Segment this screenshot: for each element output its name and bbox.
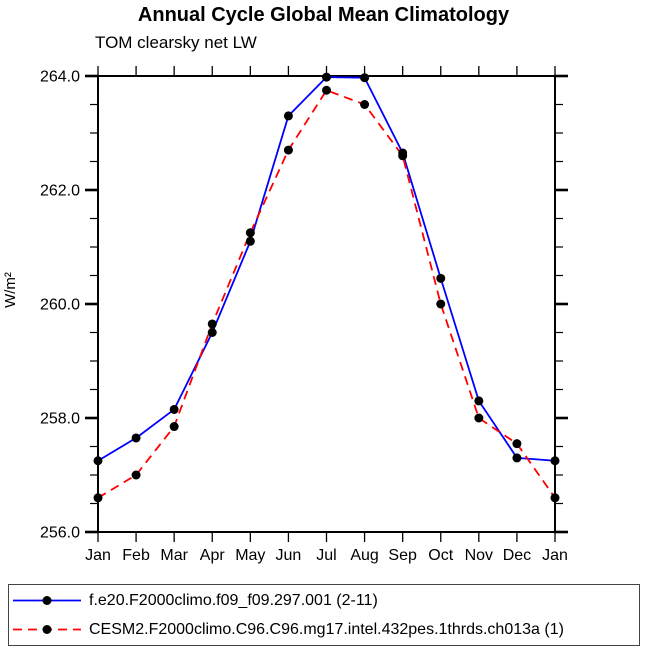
svg-text:258.0: 258.0 [40,411,80,428]
legend-marker-dot [42,625,52,634]
series-line-0 [97,76,556,462]
chart-title: Annual Cycle Global Mean Climatology [137,4,510,26]
data-point [169,404,179,414]
svg-text:Mar: Mar [160,547,188,564]
svg-text:Feb: Feb [122,547,150,564]
data-point [436,273,446,283]
svg-text:260.0: 260.0 [40,297,80,314]
svg-text:Oct: Oct [428,547,453,564]
svg-text:Jun: Jun [276,547,302,564]
data-point [245,228,255,238]
data-point [245,236,255,246]
data-point [131,470,141,480]
y-axis-ticks [85,74,568,534]
x-axis-ticks [97,66,556,542]
data-point [207,319,217,329]
x-tick-labels: Jan Feb Mar Apr May Jun Jul Aug Sep Oct Nov Dec Jan [85,547,568,564]
data-point [283,111,293,121]
svg-text:Sep: Sep [388,547,417,564]
svg-text:Apr: Apr [200,547,226,564]
data-point [550,456,560,466]
plot-area: 256.0 258.0 260.0 262.0 264.0 Jan Feb Mar Apr May… [40,66,568,564]
data-point [322,72,331,82]
legend-label-series-2: CESM2.F2000climo.C96.C96.mg17.intel.432p… [89,620,564,638]
data-point [436,299,446,309]
data-point [474,413,484,423]
svg-text:Aug: Aug [350,547,378,564]
svg-text:262.0: 262.0 [40,183,80,200]
chart-subtitle: TOM clearsky net LW [95,33,257,52]
data-point [512,439,522,449]
legend-marker-dot [42,596,52,605]
series-markers-0 [93,72,560,466]
data-point [360,100,370,109]
y-tick-labels: 256.0 258.0 260.0 262.0 264.0 [40,69,80,542]
data-point [322,85,331,95]
legend-box: f.e20.F2000climo.f09_f09.297.001 (2-11) … [8,584,640,646]
data-point [207,328,217,337]
svg-text:264.0: 264.0 [40,69,80,86]
svg-text:Jan: Jan [85,547,111,564]
data-point [360,73,370,83]
svg-text:Nov: Nov [465,547,493,564]
legend-line-sample-blue-solid [13,596,81,605]
legend-label-series-1: f.e20.F2000climo.f09_f09.297.001 (2-11) [89,591,378,609]
data-point [512,453,522,463]
series-line-1 [97,89,556,499]
legend-line-sample-red-dashed [13,625,81,634]
legend-entry-2: CESM2.F2000climo.C96.C96.mg17.intel.432p… [9,615,639,644]
data-point [474,396,484,406]
data-point [169,422,179,432]
data-point [550,493,560,503]
plot-frame [97,75,556,533]
data-point [398,151,408,161]
svg-text:Jul: Jul [316,547,336,564]
svg-text:Dec: Dec [503,547,531,564]
svg-text:256.0: 256.0 [40,525,80,542]
svg-text:May: May [235,547,265,564]
data-point [131,433,141,443]
data-point [93,493,103,503]
legend-entry-1: f.e20.F2000climo.f09_f09.297.001 (2-11) [9,586,639,615]
series-markers-1 [93,85,560,503]
data-point [283,145,293,155]
svg-text:Jan: Jan [542,547,568,564]
data-point [93,456,103,466]
